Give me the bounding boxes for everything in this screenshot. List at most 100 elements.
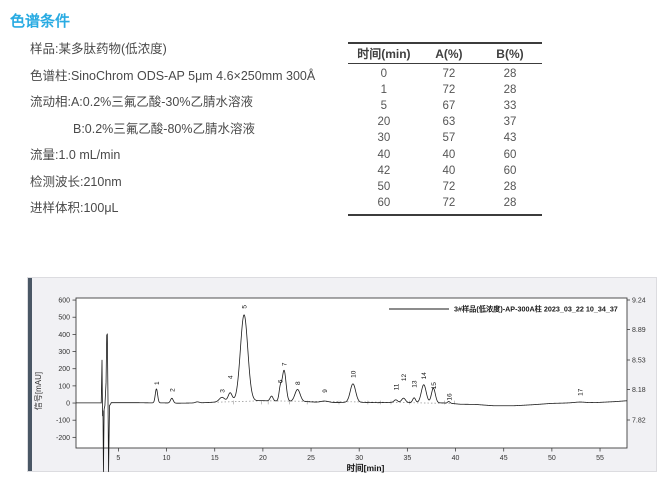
peak-label: 13 (412, 380, 419, 388)
condition-item: 流量:1.0 mL/min (30, 148, 121, 162)
peak-label: 10 (350, 370, 357, 378)
table-cell: 43 (503, 132, 517, 145)
table-cell: 67 (442, 100, 456, 113)
legend-text: 3#样品(低浓度)-AP-300A柱 2023_03_22 10_34_37 (454, 305, 618, 314)
x-tick-label: 45 (500, 455, 508, 462)
table-cell: 40 (377, 148, 391, 161)
table-header-cell: A(%) (435, 46, 463, 61)
y-tick-label: 0 (66, 400, 70, 407)
table-row: 5 67 33 (348, 98, 542, 114)
peak-label: 15 (431, 382, 438, 390)
conditions-list: 样品:某多肽药物(低浓度) 色谱柱:SinoChrom ODS-AP 5μm 4.… (30, 36, 340, 222)
table-cell: 50 (377, 180, 391, 193)
condition-item: 样品:某多肽药物(低浓度) (30, 42, 167, 56)
table-cell: 60 (503, 164, 517, 177)
peak-label: 7 (282, 362, 289, 366)
table-cell: 60 (377, 196, 391, 209)
table-header-cell: B(%) (496, 46, 524, 61)
peak-label: 5 (242, 305, 249, 309)
table-row: 20 63 37 (348, 114, 542, 130)
y-tick-label: -200 (56, 435, 70, 442)
table-cell: 1 (380, 84, 388, 97)
table-row: 42 40 60 (348, 163, 542, 179)
table-row: 40 40 60 (348, 146, 542, 162)
x-tick-label: 10 (163, 455, 171, 462)
condition-item: B:0.2%三氟乙酸-80%乙腈水溶液 (73, 121, 255, 136)
y-tick-label: 500 (58, 315, 70, 322)
table-cell: 28 (503, 68, 517, 81)
y-tick-label: 400 (58, 332, 70, 339)
peak-label: 8 (295, 381, 302, 385)
table-cell: 20 (377, 116, 391, 129)
right-axis-label: 9.24 (632, 297, 646, 304)
condition-item: 检测波长:210nm (30, 174, 122, 189)
x-tick-label: 25 (307, 455, 315, 462)
peak-label: 2 (169, 388, 176, 392)
table-cell: 63 (442, 116, 456, 129)
x-tick-label: 55 (596, 455, 604, 462)
condition-item: 流动相:A:0.2%三氟乙酸-30%乙腈水溶液 (30, 95, 253, 109)
x-tick-label: 40 (452, 455, 460, 462)
table-cell: 30 (377, 132, 391, 145)
y-tick-label: -100 (56, 418, 70, 425)
table-cell: 28 (503, 180, 517, 193)
signal-trace (76, 314, 627, 473)
table-header-cell: 时间(min) (357, 47, 411, 61)
table-cell: 72 (442, 180, 456, 193)
y-tick-label: 100 (58, 383, 70, 390)
x-axis-label: 时间[min] (347, 463, 385, 473)
right-axis-label: 8.89 (632, 327, 646, 334)
table-cell: 72 (442, 196, 456, 209)
y-axis-label: 信号[mAU] (33, 372, 43, 410)
integration-baseline (206, 400, 455, 404)
peak-label: 12 (401, 373, 408, 381)
table-cell: 42 (377, 164, 391, 177)
chromatogram-panel: -200 -100 0 100 200 300 400 500 600 5 10 15 20 25 30 35… (27, 277, 657, 473)
peak-label: 17 (577, 388, 584, 396)
table-cell: 5 (380, 100, 388, 113)
peak-label: 16 (446, 393, 453, 401)
table-body: 0 72 28 1 72 28 5 67 33 20 63 37 30 57 43 40 40 60 42 40 60 5… (348, 64, 542, 216)
page-title: 色谱条件 (10, 13, 71, 30)
table-header-row: 时间(min) A(%) B(%) (348, 42, 542, 64)
peak-label: 14 (421, 372, 428, 380)
right-axis-label: 7.82 (632, 417, 646, 424)
table-cell: 37 (503, 116, 517, 129)
table-cell: 40 (442, 148, 456, 161)
table-cell: 28 (503, 84, 517, 97)
x-tick-label: 50 (548, 455, 556, 462)
condition-item: 色谱柱:SinoChrom ODS-AP 5μm 4.6×250mm 300Å (30, 68, 316, 83)
y-tick-label: 200 (58, 366, 70, 373)
table-cell: 57 (442, 132, 456, 145)
table-row: 30 57 43 (348, 130, 542, 146)
x-tick-label: 5 (116, 455, 120, 462)
gradient-table: 时间(min) A(%) B(%) 0 72 28 1 72 28 5 67 33 20 63 37 30 5… (348, 42, 542, 216)
right-axis-label: 8.53 (632, 357, 646, 364)
x-tick-label: 20 (259, 455, 267, 462)
y-tick-label: 300 (58, 349, 70, 356)
peak-label: 3 (219, 389, 226, 393)
condition-item: 进样体积:100μL (30, 201, 119, 215)
y-tick-label: 600 (58, 297, 70, 304)
table-row: 0 72 28 (348, 66, 542, 82)
right-axis-label: 8.18 (632, 387, 646, 394)
table-cell: 72 (442, 68, 456, 81)
table-row: 1 72 28 (348, 82, 542, 98)
peak-label: 4 (228, 375, 235, 379)
panel-accent-bar (28, 278, 32, 471)
x-tick-label: 35 (403, 455, 411, 462)
table-cell: 60 (503, 148, 517, 161)
table-row: 60 72 28 (348, 195, 542, 211)
table-cell: 0 (380, 68, 388, 81)
table-cell: 28 (503, 196, 517, 209)
table-cell: 33 (503, 100, 517, 113)
peak-label: 1 (154, 381, 161, 385)
x-tick-label: 15 (211, 455, 219, 462)
peak-label: 11 (393, 383, 400, 390)
peak-label: 6 (278, 379, 285, 383)
x-tick-label: 30 (355, 455, 363, 462)
table-cell: 72 (442, 84, 456, 97)
plot-area (75, 297, 628, 449)
